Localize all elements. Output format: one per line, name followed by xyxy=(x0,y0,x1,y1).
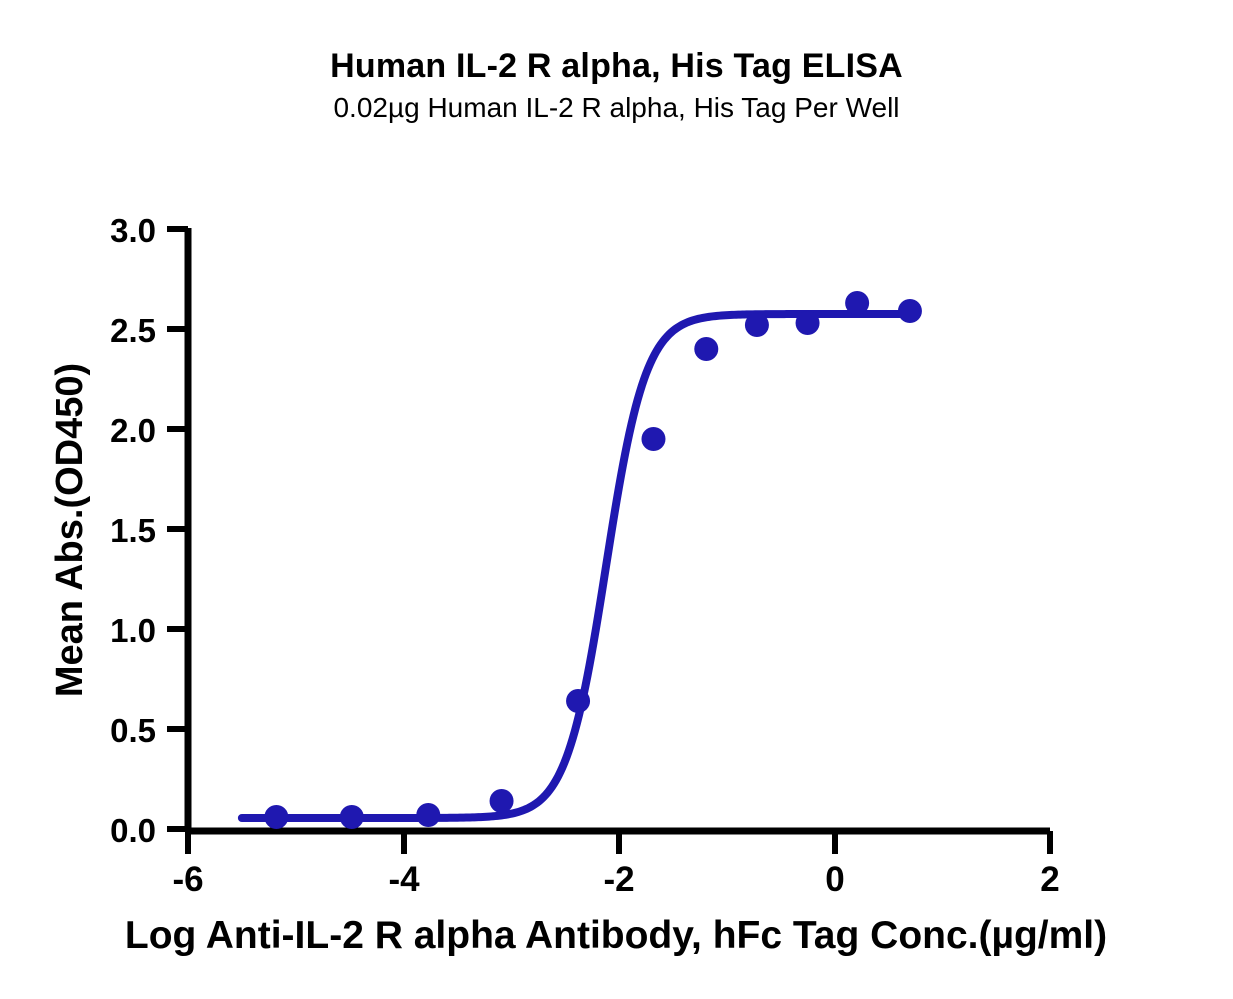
chart-header: Human IL-2 R alpha, His Tag ELISA 0.02µg… xyxy=(0,46,1233,126)
y-tick-label-0-0: 0.0 xyxy=(110,812,156,849)
y-tick-label-1-0: 1.0 xyxy=(110,612,156,649)
data-point-marker xyxy=(744,313,769,337)
data-point-marker xyxy=(694,337,719,361)
data-point-marker xyxy=(845,291,870,315)
y-axis-title: Mean Abs.(OD450) xyxy=(49,363,91,697)
fit-curve xyxy=(237,310,917,822)
y-tick-label-2-0: 2.0 xyxy=(110,412,156,449)
x-tick-label-zero: 0 xyxy=(825,860,844,899)
data-point-marker xyxy=(489,789,514,813)
x-tick-label-plus2: 2 xyxy=(1040,860,1059,899)
data-point-marker xyxy=(264,805,289,829)
data-point-marker xyxy=(566,689,591,713)
data-point-marker xyxy=(416,803,441,827)
y-tick-label-2-5: 2.5 xyxy=(110,312,156,349)
data-point-marker xyxy=(641,427,666,451)
x-axis-ticks xyxy=(185,831,1053,854)
page-title: Human IL-2 R alpha, His Tag ELISA xyxy=(330,47,903,85)
x-tick-label-minus2: -2 xyxy=(603,860,634,899)
y-axis-ticks xyxy=(167,226,188,832)
y-tick-label-3-0: 3.0 xyxy=(110,212,156,249)
chart-subtitle: 0.02µg Human IL-2 R alpha, His Tag Per W… xyxy=(333,92,900,123)
x-tick-label-minus6: -6 xyxy=(172,860,203,899)
y-tick-label-0-5: 0.5 xyxy=(110,712,156,749)
data-point-marker xyxy=(897,299,922,323)
y-tick-label-1-5: 1.5 xyxy=(110,512,156,549)
data-series-layer xyxy=(237,291,922,829)
x-axis-title: Log Anti-IL-2 R alpha Antibody, hFc Tag … xyxy=(125,914,1107,957)
data-point-marker xyxy=(339,805,364,829)
data-point-marker xyxy=(795,311,820,335)
x-tick-label-minus4: -4 xyxy=(388,860,420,899)
